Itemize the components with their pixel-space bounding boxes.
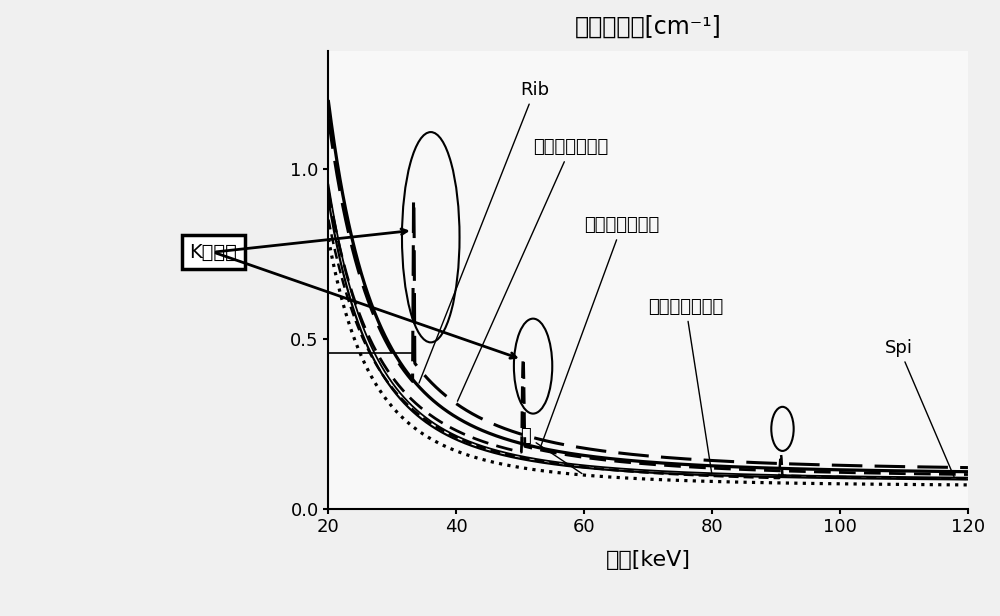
Text: 水: 水 <box>520 427 582 474</box>
Text: K吸收限: K吸收限 <box>189 243 237 262</box>
X-axis label: 能量[keV]: 能量[keV] <box>606 550 691 570</box>
Text: Spi: Spi <box>885 339 954 477</box>
Title: 线衰减系数[cm⁻¹]: 线衰减系数[cm⁻¹] <box>575 15 722 39</box>
Text: 混合有醙的血液: 混合有醙的血液 <box>648 298 723 473</box>
Text: 混合有碘的血液: 混合有碘的血液 <box>457 139 608 401</box>
Text: Rib: Rib <box>419 81 549 383</box>
Text: 混合有鈆的血液: 混合有鈆的血液 <box>540 216 659 447</box>
